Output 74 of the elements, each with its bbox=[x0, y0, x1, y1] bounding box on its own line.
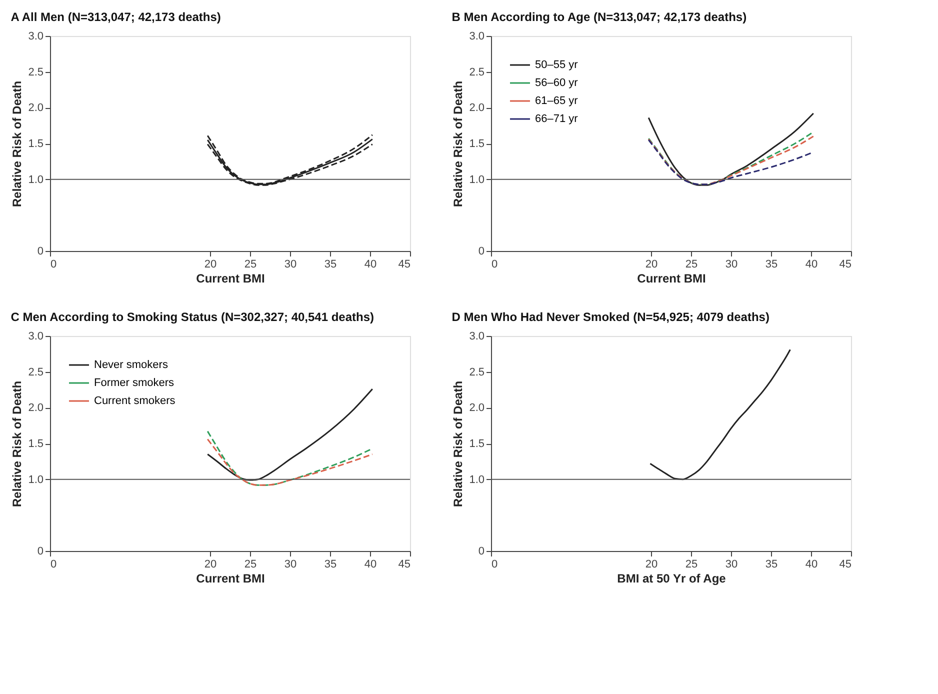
y-tick-label: 0 bbox=[478, 246, 484, 258]
chart-title: B Men According to Age (N=313,047; 42,173 deaths) bbox=[452, 10, 747, 24]
legend-label: 61–65 yr bbox=[535, 95, 578, 107]
legend-label: Current smokers bbox=[94, 395, 176, 407]
chart-title: A All Men (N=313,047; 42,173 deaths) bbox=[10, 10, 221, 24]
x-tick-label: 0 bbox=[50, 558, 57, 570]
y-tick-label: 0 bbox=[37, 246, 44, 258]
y-tick-label: 0 bbox=[37, 546, 44, 558]
x-tick-label: 20 bbox=[645, 558, 658, 570]
legend-label: 56–60 yr bbox=[535, 77, 578, 89]
line-series bbox=[206, 388, 374, 481]
x-axis-title: Current BMI bbox=[196, 572, 265, 586]
y-tick-label: 0 bbox=[478, 546, 484, 558]
y-tick-label: 1.5 bbox=[28, 438, 44, 450]
x-tick-label: 30 bbox=[284, 558, 297, 570]
x-tick-label: 20 bbox=[204, 558, 217, 570]
y-tick-label: 3.0 bbox=[28, 330, 44, 342]
x-axis-title: BMI at 50 Yr of Age bbox=[617, 572, 726, 586]
x-axis-title: Current BMI bbox=[637, 272, 706, 286]
x-tick-label: 0 bbox=[50, 258, 57, 270]
x-tick-label: 0 bbox=[492, 258, 498, 270]
x-tick-label: 20 bbox=[204, 258, 217, 270]
x-tick-label: 0 bbox=[492, 558, 498, 570]
y-tick-label: 2.0 bbox=[28, 402, 44, 414]
y-axis-title: Relative Risk of Death bbox=[10, 80, 24, 208]
x-tick-label: 25 bbox=[244, 258, 257, 270]
y-tick-label: 1.0 bbox=[469, 474, 484, 486]
x-axis-title: Current BMI bbox=[196, 272, 265, 286]
x-tick-label: 45 bbox=[398, 558, 410, 570]
x-tick-label: 40 bbox=[805, 258, 818, 270]
x-tick-label: 25 bbox=[685, 558, 698, 570]
legend-label: 66–71 yr bbox=[535, 113, 578, 125]
y-tick-label: 3.0 bbox=[28, 30, 44, 42]
x-tick-label: 45 bbox=[839, 258, 852, 270]
y-tick-label: 2.5 bbox=[469, 366, 484, 378]
x-tick-label: 40 bbox=[805, 558, 818, 570]
x-tick-label: 45 bbox=[839, 558, 852, 570]
x-tick-label: 30 bbox=[725, 258, 738, 270]
legend-label: Former smokers bbox=[94, 377, 175, 389]
chart-title: C Men According to Smoking Status (N=302,327; 40,541 deaths) bbox=[10, 310, 374, 324]
x-tick-label: 35 bbox=[324, 558, 337, 570]
y-tick-label: 1.5 bbox=[469, 438, 484, 450]
y-axis-title: Relative Risk of Death bbox=[10, 380, 24, 508]
x-tick-label: 35 bbox=[765, 558, 778, 570]
y-tick-label: 1.0 bbox=[28, 174, 44, 186]
legend-label: 50–55 yr bbox=[535, 59, 578, 71]
y-tick-label: 1.0 bbox=[28, 474, 44, 486]
x-tick-label: 20 bbox=[645, 258, 658, 270]
chart-title: D Men Who Had Never Smoked (N=54,925; 4079 deaths) bbox=[452, 310, 770, 324]
y-tick-label: 2.5 bbox=[28, 366, 44, 378]
y-tick-label: 1.0 bbox=[469, 174, 484, 186]
y-tick-label: 2.5 bbox=[469, 66, 484, 78]
x-tick-label: 40 bbox=[364, 258, 377, 270]
y-tick-label: 2.0 bbox=[469, 402, 484, 414]
x-tick-label: 25 bbox=[685, 258, 698, 270]
y-tick-label: 2.0 bbox=[28, 102, 44, 114]
y-axis-title: Relative Risk of Death bbox=[451, 380, 466, 508]
y-tick-label: 2.0 bbox=[469, 102, 484, 114]
line-series bbox=[649, 348, 791, 480]
legend-label: Never smokers bbox=[94, 359, 168, 371]
x-tick-label: 25 bbox=[244, 558, 257, 570]
y-axis-title: Relative Risk of Death bbox=[451, 80, 466, 208]
y-tick-label: 1.5 bbox=[469, 138, 484, 150]
y-tick-label: 2.5 bbox=[28, 66, 44, 78]
x-tick-label: 35 bbox=[324, 258, 337, 270]
x-tick-label: 30 bbox=[725, 558, 738, 570]
x-tick-label: 45 bbox=[398, 258, 410, 270]
y-tick-label: 1.5 bbox=[28, 138, 44, 150]
line-series bbox=[648, 112, 814, 186]
x-tick-label: 35 bbox=[765, 258, 778, 270]
y-tick-label: 3.0 bbox=[469, 30, 484, 42]
x-tick-label: 40 bbox=[364, 558, 377, 570]
x-tick-label: 30 bbox=[284, 258, 297, 270]
y-tick-label: 3.0 bbox=[469, 330, 484, 342]
